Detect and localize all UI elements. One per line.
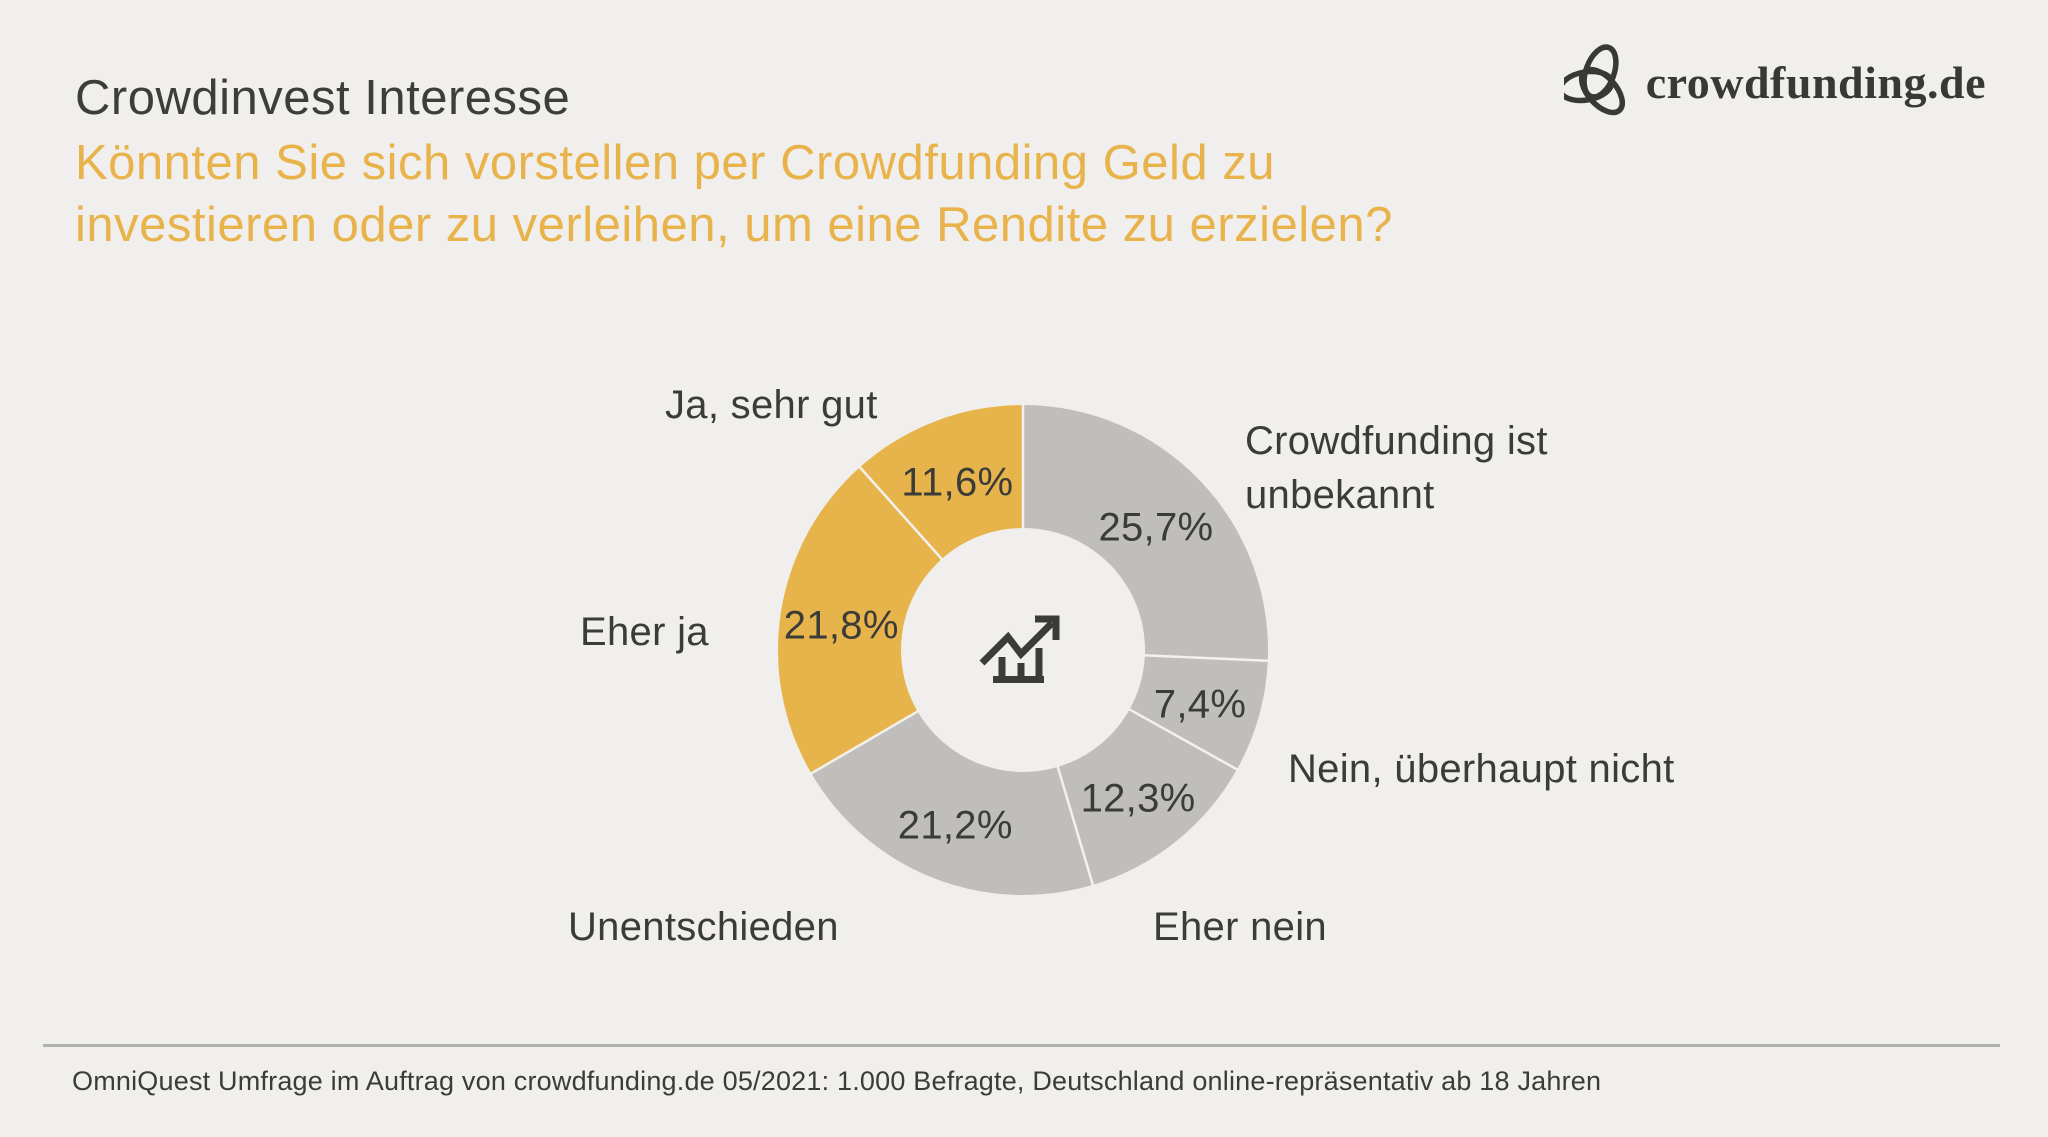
survey-question-line1: Könnten Sie sich vorstellen per Crowdfun… [75, 136, 1275, 190]
donut-segments [777, 405, 1268, 896]
donut-segment [1023, 405, 1268, 661]
brand-logo: crowdfunding.de [1563, 44, 1986, 120]
trending-up-chart-icon [979, 615, 1060, 683]
donut-segment [859, 405, 1023, 559]
donut-chart [777, 403, 1270, 896]
survey-question-line2: investieren oder zu verleihen, um eine R… [75, 198, 1393, 252]
donut-segment [811, 711, 1093, 896]
page-title: Crowdinvest Interesse [75, 71, 571, 125]
segment-separator [1142, 654, 1270, 663]
segment-label-crowdfunding-ist-unbekannt: Crowdfunding ist unbekannt [1245, 419, 1548, 517]
segment-value-label: 11,6% [901, 460, 1014, 505]
segment-separator [1127, 707, 1240, 772]
segment-label-eher-nein: Eher nein [1153, 905, 1327, 949]
segment-label-nein-ueberhaupt-nicht: Nein, überhaupt nicht [1288, 747, 1675, 791]
source-note: OmniQuest Umfrage im Auftrag von crowdfu… [72, 1066, 1602, 1096]
segment-value-label: 21,2% [897, 803, 1013, 848]
trefoil-knot-icon [1563, 44, 1625, 116]
footer-divider [43, 1044, 2000, 1047]
survey-question: Könnten Sie sich vorstellen per Crowdfun… [75, 132, 1393, 256]
segment-separator [857, 464, 945, 562]
brand-logo-text: crowdfunding.de [1645, 56, 1986, 108]
donut-segment [1129, 655, 1268, 770]
donut-separators [808, 403, 1270, 888]
segment-value-label: 21,8% [783, 603, 899, 648]
donut-segment [1057, 709, 1237, 885]
segment-label-unentschieden: Unentschieden [568, 905, 839, 949]
segment-separator [1056, 764, 1095, 888]
segment-value-label: 7,4% [1153, 682, 1247, 727]
segment-value-label: 25,7% [1098, 505, 1214, 550]
segment-label-ja-sehr-gut: Ja, sehr gut [665, 383, 878, 427]
donut-segment [777, 467, 942, 774]
segment-label-eher-ja: Eher ja [580, 610, 709, 654]
segment-value-label: 12,3% [1080, 776, 1196, 821]
segment-separator [808, 709, 920, 776]
